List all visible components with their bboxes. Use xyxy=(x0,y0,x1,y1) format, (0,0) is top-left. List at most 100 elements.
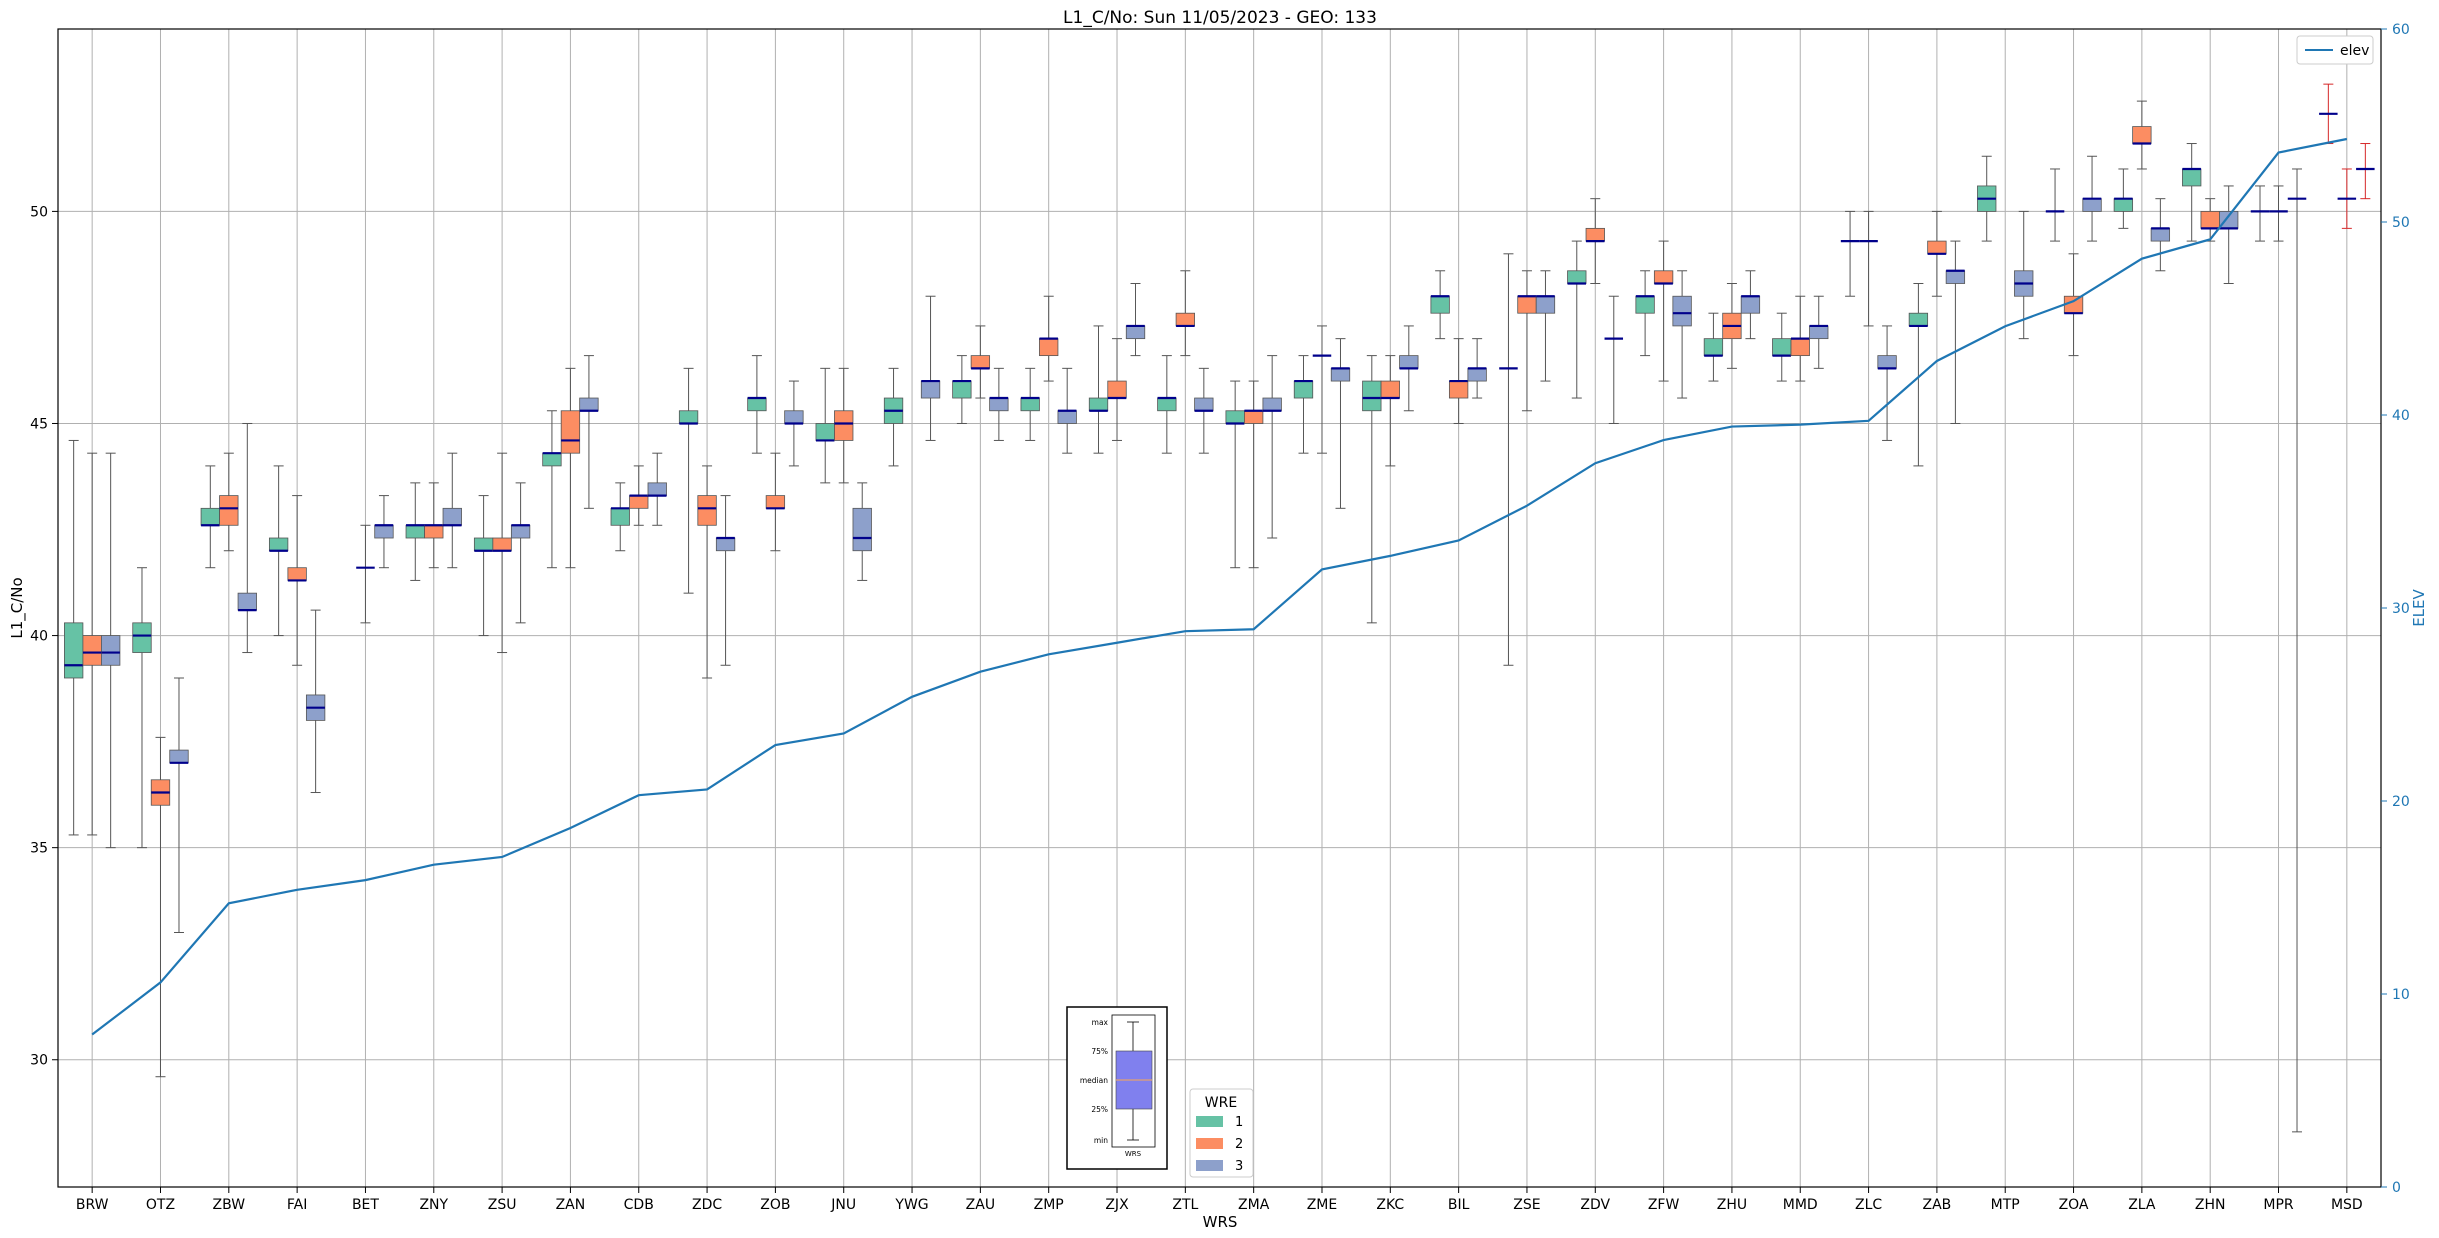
box-zan-wre2 xyxy=(560,367,581,569)
box-iqr xyxy=(1225,410,1245,424)
box-iqr xyxy=(1244,410,1264,424)
x-tick-label: ZFW xyxy=(1648,1197,1680,1213)
box-zoa-wre1 xyxy=(2045,168,2065,242)
box-iqr xyxy=(424,524,444,539)
y-tick-label: 40 xyxy=(30,629,48,645)
box-zla-wre2 xyxy=(2132,100,2152,170)
box-zhu-wre2 xyxy=(1722,283,1742,369)
box-iqr xyxy=(2132,126,2152,144)
box-iqr xyxy=(1020,397,1040,412)
box-ztl-wre2 xyxy=(1175,270,1195,357)
box-iqr xyxy=(405,524,425,539)
box-iqr xyxy=(560,410,581,454)
box-iqr xyxy=(542,452,562,467)
box-iqr xyxy=(2182,168,2202,187)
box-zlc-wre1 xyxy=(1840,210,1860,297)
box-iqr xyxy=(492,537,512,552)
box-zab-wre3 xyxy=(1945,240,1966,424)
boxes-layer xyxy=(64,83,2375,1133)
box-iqr xyxy=(834,410,854,441)
box-zjx-wre3 xyxy=(1125,283,1146,357)
x-tick-label: YWG xyxy=(894,1197,928,1213)
box-zhn-wre2 xyxy=(2200,198,2220,242)
x-tick-label: ZHN xyxy=(2195,1197,2226,1213)
box-iqr xyxy=(1467,367,1487,382)
box-zob-wre1 xyxy=(747,355,767,454)
box-iqr xyxy=(101,635,121,666)
x-tick-label: ZAB xyxy=(1923,1197,1952,1213)
box-iqr xyxy=(2150,227,2171,242)
box-zoa-wre3 xyxy=(2082,155,2102,242)
box-iqr xyxy=(1107,380,1127,399)
box-zma-wre3 xyxy=(1262,355,1282,539)
box-zau-wre3 xyxy=(989,367,1009,441)
box-zla-wre1 xyxy=(2113,168,2134,229)
y-tick-label: 50 xyxy=(30,204,48,220)
x-tick-label: MSD xyxy=(2331,1197,2363,1213)
wre-legend: WRE 1 2 3 xyxy=(1189,1088,1254,1178)
box-iqr xyxy=(952,380,972,399)
y-tick-label: 35 xyxy=(30,841,48,857)
box-zse-wre1 xyxy=(1499,253,1518,666)
box-iqr xyxy=(1293,380,1314,399)
box-zbw-wre3 xyxy=(237,422,257,654)
box-iqr xyxy=(579,397,599,412)
elev-layer xyxy=(91,137,2348,1036)
box-iqr xyxy=(970,355,991,369)
box-zdc-wre1 xyxy=(678,367,699,594)
box-zse-wre3 xyxy=(1535,270,1556,382)
box-fai-wre1 xyxy=(268,465,289,637)
box-zjx-wre1 xyxy=(1088,325,1109,454)
x-tick-label: ZLC xyxy=(1855,1197,1882,1213)
box-zan-wre3 xyxy=(579,355,599,509)
box-iqr xyxy=(268,537,289,552)
box-iqr xyxy=(64,622,84,679)
y2-tick-label: 50 xyxy=(2392,215,2410,231)
y2-tick-label: 30 xyxy=(2392,601,2410,617)
box-iqr xyxy=(200,507,220,526)
axes: BRW OTZ ZBW FAI BET ZNY ZSU ZAN CDB ZDC ZOB JNU YWG Z… xyxy=(30,22,2410,1213)
box-zme-wre2 xyxy=(1312,325,1332,454)
box-iqr xyxy=(1380,380,1400,399)
box-iqr xyxy=(473,537,494,552)
box-iqr xyxy=(715,537,736,552)
box-zau-wre1 xyxy=(952,355,972,424)
x-tick-label: FAI xyxy=(287,1197,307,1213)
box-iqr xyxy=(629,495,649,509)
box-ztl-wre1 xyxy=(1157,355,1177,454)
y2-tick-label: 20 xyxy=(2392,794,2410,810)
box-iqr xyxy=(1039,338,1059,357)
box-iqr xyxy=(1330,367,1351,382)
box-iqr xyxy=(697,495,717,526)
x-tick-label: ZSE xyxy=(1513,1197,1540,1213)
box-iqr xyxy=(1399,355,1419,369)
box-ywg-wre1 xyxy=(883,367,904,467)
box-iqr xyxy=(1448,380,1469,399)
y2-tick-label: 0 xyxy=(2392,1180,2401,1196)
x-tick-label: ZME xyxy=(1307,1197,1338,1213)
box-zme-wre1 xyxy=(1293,355,1314,454)
box-iqr xyxy=(1194,397,1214,412)
box-zdv-wre3 xyxy=(1604,295,1624,424)
box-iqr xyxy=(1635,295,1655,314)
box-zhn-wre3 xyxy=(2219,185,2239,285)
box-zhn-wre1 xyxy=(2182,143,2202,242)
box-jnu-wre3 xyxy=(852,482,872,581)
box-iqr xyxy=(1790,338,1810,357)
x-tick-label: JNU xyxy=(830,1197,856,1213)
y-axis-label: L1_C/No xyxy=(8,577,27,638)
box-zma-wre2 xyxy=(1244,380,1264,569)
box-mpr-wre1 xyxy=(2250,185,2270,242)
box-mmd-wre3 xyxy=(1809,295,1829,369)
box-zsu-wre3 xyxy=(510,482,531,624)
box-zdv-wre1 xyxy=(1567,240,1587,399)
x-tick-label: ZDC xyxy=(692,1197,722,1213)
box-iqr xyxy=(1088,397,1109,412)
x-tick-label: BRW xyxy=(76,1197,109,1213)
box-iqr xyxy=(1125,325,1146,340)
box-iqr xyxy=(1653,270,1674,284)
x-tick-label: BET xyxy=(352,1197,379,1213)
box-iqr xyxy=(1157,397,1177,412)
box-bil-wre3 xyxy=(1467,338,1487,399)
